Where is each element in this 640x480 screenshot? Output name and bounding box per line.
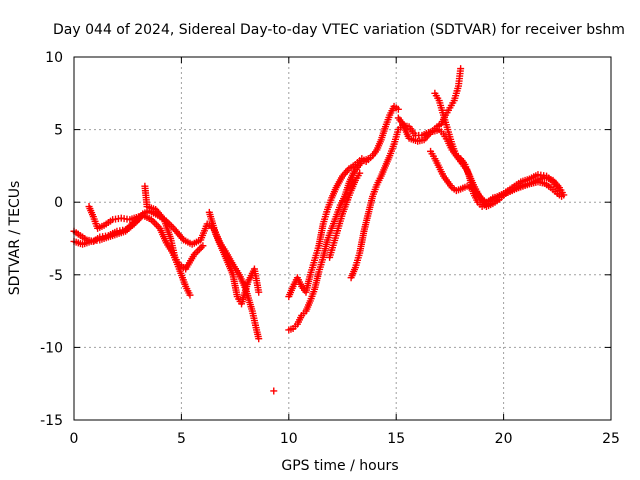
data-point — [457, 65, 465, 73]
data-point — [560, 191, 568, 199]
x-tick-label: 10 — [280, 431, 298, 447]
data-point — [134, 213, 142, 221]
series-track-f — [326, 169, 364, 261]
series-track-h — [394, 65, 465, 145]
series-track-c — [85, 182, 263, 308]
chart-title: Day 044 of 2024, Sidereal Day-to-day VTE… — [53, 22, 625, 38]
data-point — [555, 187, 563, 195]
series-track-e — [285, 155, 372, 334]
series-track-j — [431, 89, 563, 206]
data-point — [255, 335, 263, 343]
data-point — [356, 169, 364, 177]
data-point-fill — [152, 221, 160, 229]
data-point-fill — [195, 245, 203, 253]
y-tick-label: -15 — [40, 413, 63, 429]
data-point — [364, 155, 372, 163]
data-series — [70, 65, 568, 395]
data-point — [255, 288, 263, 296]
axis-ticks: 0 5 10 15 20 25 -15 -10 -5 0 5 10 — [40, 50, 620, 447]
series-track-d — [270, 102, 402, 395]
x-tick-label: 0 — [70, 431, 79, 447]
y-tick-label: 5 — [54, 123, 63, 139]
x-tick-label: 20 — [495, 431, 513, 447]
y-tick-label: 0 — [54, 195, 63, 211]
y-tick-label: -5 — [49, 268, 63, 284]
plot-frame — [73, 56, 612, 421]
y-tick-label: -10 — [40, 340, 63, 356]
y-axis-label: SDTVAR / TECUs — [7, 181, 23, 296]
x-tick-label: 15 — [387, 431, 405, 447]
x-tick-label: 5 — [177, 431, 186, 447]
x-tick-label: 25 — [602, 431, 620, 447]
data-point-fill — [197, 244, 205, 252]
data-point — [199, 242, 207, 250]
data-point-fill — [194, 247, 202, 255]
data-point-fill — [151, 219, 159, 227]
y-tick-label: 10 — [45, 50, 63, 66]
data-point — [270, 387, 278, 395]
grid — [74, 57, 611, 420]
x-axis-label: GPS time / hours — [281, 458, 398, 474]
data-point — [186, 291, 194, 299]
data-point — [394, 105, 402, 113]
